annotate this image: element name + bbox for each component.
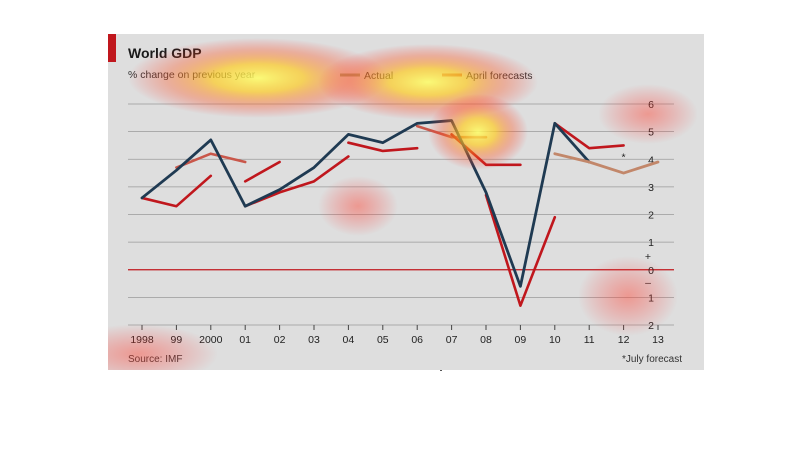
x-tick-label: 05	[377, 334, 389, 346]
chart-svg: World GDP % change on previous year Actu…	[128, 45, 682, 365]
footnote: *July forecast	[622, 354, 682, 365]
x-tick-label: 13	[652, 334, 664, 346]
x-tick-label: 12	[618, 334, 630, 346]
series-layer	[140, 119, 660, 307]
x-tick-label: 08	[480, 334, 492, 346]
y-tick-label: 2	[648, 210, 654, 222]
legend-forecast-label: April forecasts	[466, 70, 533, 82]
chart-subtitle: % change on previous year	[128, 69, 256, 81]
forecast-segment	[347, 141, 419, 153]
x-tick-label: 04	[343, 334, 355, 346]
x-tick-labels: 1998 99 2000 01 02 03 04 05 06 07 08 09 10 11 12 13	[130, 325, 664, 346]
annotations-layer: *	[622, 152, 626, 164]
forecast-segment	[553, 122, 625, 150]
x-tick-label: 01	[239, 334, 251, 346]
forecast-segment	[243, 160, 281, 183]
forecast-series-line	[553, 152, 660, 175]
annotation-asterisk: *	[622, 152, 626, 164]
stray-mark	[440, 370, 442, 371]
x-tick-label: 03	[308, 334, 320, 346]
y-tick-label: 5	[648, 127, 654, 139]
x-tick-label: 10	[549, 334, 561, 346]
x-tick-label: 06	[411, 334, 423, 346]
plus-marker: +	[645, 251, 651, 263]
x-tick-label: 02	[274, 334, 286, 346]
minus-marker: –	[645, 277, 651, 289]
title-accent-bar	[108, 34, 116, 62]
forecast-segment	[140, 174, 213, 208]
y-tick-label: 1	[648, 237, 654, 249]
y-tick-label: 6	[648, 99, 654, 111]
x-tick-label: 07	[446, 334, 458, 346]
source-note: Source: IMF	[128, 354, 182, 365]
y-tick-label: 1	[648, 292, 654, 304]
y-tick-label: 0	[648, 265, 654, 277]
y-tick-label: 3	[648, 182, 654, 194]
chart-figure: World GDP % change on previous year Actu…	[108, 34, 704, 370]
legend-actual-label: Actual	[364, 70, 393, 82]
x-tick-label: 11	[584, 334, 595, 346]
x-tick-label: 09	[515, 334, 527, 346]
forecast-segment	[484, 193, 557, 307]
grid-layer	[128, 103, 674, 326]
y-tick-label: 2	[648, 320, 654, 332]
x-tick-label: 1998	[130, 334, 154, 346]
chart-title: World GDP	[128, 45, 202, 61]
x-tick-label: 99	[171, 334, 183, 346]
y-tick-label: 4	[648, 154, 654, 166]
forecast-segment	[175, 152, 247, 169]
actual-series-line	[140, 119, 591, 288]
x-tick-label: 2000	[199, 334, 223, 346]
